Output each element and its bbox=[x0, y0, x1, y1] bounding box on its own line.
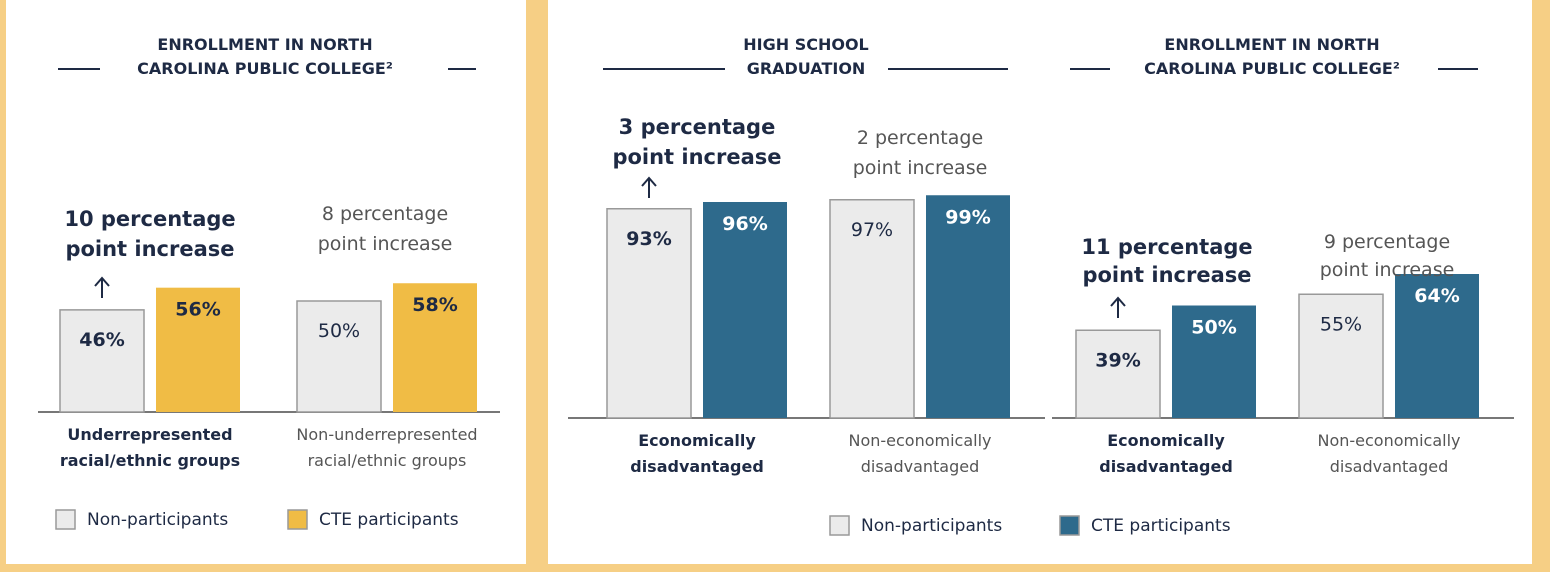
bar-value-label: 50% bbox=[1191, 317, 1236, 339]
bar-cte-participants bbox=[703, 202, 787, 418]
bar-value-label: 58% bbox=[412, 294, 457, 316]
bar-cte-participants bbox=[1395, 274, 1479, 418]
bar-non-participants bbox=[829, 199, 915, 419]
annotation-text: point increase bbox=[318, 233, 453, 255]
category-label: Economically bbox=[1107, 431, 1225, 450]
category-label: disadvantaged bbox=[1330, 457, 1449, 476]
bar-value-label: 46% bbox=[79, 329, 124, 351]
chart-title-line: GRADUATION bbox=[747, 59, 866, 78]
bar-non-participants bbox=[606, 208, 692, 419]
bar-value-label: 99% bbox=[945, 206, 990, 228]
bar-value-label: 55% bbox=[1320, 313, 1362, 335]
category-label: Economically bbox=[638, 431, 756, 450]
annotation-text: 8 percentage bbox=[322, 203, 448, 225]
category-label: Non-economically bbox=[848, 431, 991, 450]
legend-label: CTE participants bbox=[1091, 516, 1231, 536]
bar-non-participants bbox=[1075, 329, 1161, 419]
legend-swatch bbox=[1059, 515, 1080, 536]
annotation-text: 2 percentage bbox=[857, 127, 983, 149]
bar-non-participants bbox=[1298, 293, 1384, 419]
chart-title-line: CAROLINA PUBLIC COLLEGE² bbox=[137, 59, 393, 78]
bar-value-label: 50% bbox=[318, 320, 360, 342]
chart-3: ENROLLMENT IN NORTH CAROLINA PUBLIC COLLE… bbox=[1052, 35, 1514, 476]
bar-cte-participants bbox=[926, 195, 1010, 418]
legend-swatch bbox=[829, 515, 850, 536]
bar-value-label: 93% bbox=[626, 228, 671, 250]
category-label: Underrepresented bbox=[67, 425, 232, 444]
category-label: racial/ethnic groups bbox=[308, 451, 467, 470]
chart-1: ENROLLMENT IN NORTH CAROLINA PUBLIC COLLE… bbox=[38, 35, 500, 470]
legend-label: Non-participants bbox=[87, 510, 228, 530]
chart-title-line: CAROLINA PUBLIC COLLEGE² bbox=[1144, 59, 1400, 78]
chart-title-line: ENROLLMENT IN NORTH bbox=[1164, 35, 1379, 54]
left-panel bbox=[6, 0, 526, 564]
annotation-text: 10 percentage bbox=[64, 207, 235, 231]
annotation-text: point increase bbox=[612, 145, 781, 169]
chart-2: HIGH SCHOOL GRADUATION 93% 96% Economically d… bbox=[568, 35, 1045, 476]
legend-swatch bbox=[55, 509, 76, 530]
legend-swatch bbox=[287, 509, 308, 530]
bar-value-label: 39% bbox=[1095, 349, 1140, 371]
category-label: racial/ethnic groups bbox=[60, 451, 240, 470]
bar-value-label: 56% bbox=[175, 299, 220, 321]
chart-title-line: ENROLLMENT IN NORTH bbox=[157, 35, 372, 54]
increase-arrow-head-icon bbox=[94, 276, 110, 287]
legend-label: Non-participants bbox=[861, 516, 1002, 536]
bar-cte-participants bbox=[1172, 305, 1256, 418]
annotation-text: point increase bbox=[1320, 259, 1455, 281]
annotation-text: point increase bbox=[65, 237, 234, 261]
bar-non-participants bbox=[59, 309, 145, 413]
bar-value-label: 64% bbox=[1414, 285, 1459, 307]
annotation-text: point increase bbox=[1082, 263, 1251, 287]
annotation-text: 9 percentage bbox=[1324, 231, 1450, 253]
category-label: disadvantaged bbox=[630, 457, 764, 476]
bar-cte-participants bbox=[393, 283, 477, 412]
chart-title-line: HIGH SCHOOL bbox=[743, 35, 869, 54]
legend-label: CTE participants bbox=[319, 510, 459, 530]
increase-arrow-head-icon bbox=[641, 176, 657, 187]
annotation-text: 3 percentage bbox=[619, 115, 776, 139]
annotation-text: 11 percentage bbox=[1081, 235, 1252, 259]
bar-value-label: 96% bbox=[722, 213, 767, 235]
bar-cte-participants bbox=[156, 287, 240, 412]
increase-arrow-head-icon bbox=[1110, 296, 1126, 307]
category-label: disadvantaged bbox=[861, 457, 980, 476]
bar-non-participants bbox=[296, 300, 382, 413]
category-label: disadvantaged bbox=[1099, 457, 1233, 476]
category-label: Non-underrepresented bbox=[296, 425, 477, 444]
category-label: Non-economically bbox=[1317, 431, 1460, 450]
bar-value-label: 97% bbox=[851, 219, 893, 241]
annotation-text: point increase bbox=[853, 157, 988, 179]
